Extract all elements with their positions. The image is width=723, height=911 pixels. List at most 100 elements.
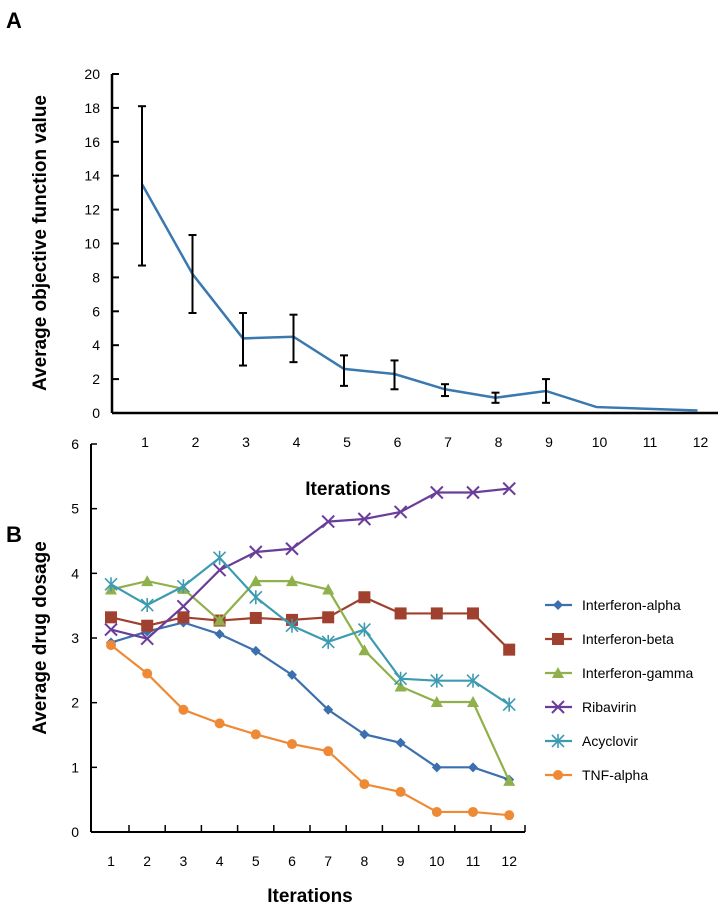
asterisk-marker <box>176 579 190 594</box>
triangle-marker <box>467 696 479 708</box>
y-tick-label: 12 <box>84 202 100 218</box>
y-tick-label: 1 <box>71 759 79 775</box>
square-marker <box>467 607 479 620</box>
series-line <box>110 644 510 817</box>
circle-marker <box>504 810 515 821</box>
series-acyclovir <box>104 550 516 712</box>
x-tick-label: 2 <box>143 853 151 869</box>
x-stroke <box>249 545 263 559</box>
circle-marker <box>323 746 334 757</box>
x-tick-label: 8 <box>495 434 503 450</box>
triangle-marker <box>430 696 443 708</box>
x-marker <box>140 631 154 646</box>
legend-item: Interferon-gamma <box>545 665 693 681</box>
asterisk-marker <box>140 598 154 613</box>
circle-marker <box>250 729 261 740</box>
circle-marker <box>395 786 406 797</box>
x-marker <box>466 485 480 500</box>
x-tick-label: 3 <box>180 853 188 869</box>
x-stroke <box>430 485 444 500</box>
legend-label: Acyclovir <box>582 733 638 749</box>
triangle-marker <box>286 575 298 587</box>
x-marker <box>321 514 335 529</box>
triangle-marker <box>358 644 371 656</box>
diamond-marker <box>431 762 442 773</box>
series-line <box>110 556 510 706</box>
series-line <box>110 579 511 782</box>
x-stroke <box>357 512 372 526</box>
y-tick-label: 16 <box>84 134 100 150</box>
x-tick-label: 12 <box>693 434 709 450</box>
x-marker <box>104 622 118 637</box>
diamond-marker <box>323 704 334 715</box>
x-axis-label-a: Iterations <box>305 479 391 500</box>
x-tick-label: 10 <box>592 434 608 450</box>
y-tick-label: 6 <box>92 303 100 319</box>
y-tick-label: 4 <box>71 565 79 581</box>
circle-marker <box>431 806 442 817</box>
y-tick-label: 10 <box>84 236 100 252</box>
x-tick-label: 5 <box>252 853 260 869</box>
x-marker <box>249 545 263 559</box>
y-tick-label: 0 <box>92 405 100 421</box>
series-line <box>140 183 698 412</box>
y-axis-label-b: Average drug dosage <box>30 541 51 735</box>
x-stroke <box>285 542 299 556</box>
square-marker <box>249 611 262 624</box>
x-marker <box>212 563 227 577</box>
y-tick-label: 18 <box>84 100 100 116</box>
x-tick-label: 10 <box>429 853 445 869</box>
asterisk-marker <box>285 618 299 633</box>
x-stroke <box>466 485 480 500</box>
legend-label: Interferon-beta <box>582 631 674 647</box>
triangle-marker <box>249 575 262 587</box>
x-tick-label: 1 <box>141 434 149 450</box>
x-stroke <box>393 505 408 519</box>
x-marker <box>285 542 299 556</box>
circle-marker <box>214 718 225 729</box>
circle-marker <box>178 704 189 715</box>
circle-marker <box>106 640 116 651</box>
diamond-marker <box>359 729 370 740</box>
x-tick-label: 1 <box>107 853 115 869</box>
x-tick-label: 12 <box>501 853 517 869</box>
x-stroke <box>104 622 118 637</box>
series-tnf-alpha <box>106 640 515 821</box>
x-axis-label-b: Iterations <box>267 886 353 907</box>
x-tick-label: 5 <box>343 434 351 450</box>
triangle-marker <box>552 667 564 678</box>
x-tick-label: 3 <box>242 434 250 450</box>
asterisk-marker <box>104 577 118 592</box>
y-tick-label: 4 <box>92 337 100 353</box>
x-marker <box>502 481 516 496</box>
legend-item: Interferon-beta <box>545 631 674 647</box>
asterisk-marker <box>321 634 335 649</box>
y-tick-label: 0 <box>71 824 79 840</box>
x-tick-label: 8 <box>361 853 369 869</box>
circle-marker <box>142 668 153 679</box>
legend-item: TNF-alpha <box>545 767 648 783</box>
square-marker <box>430 607 443 620</box>
diamond-marker <box>553 600 563 610</box>
legend-item: Interferon-alpha <box>545 597 681 613</box>
x-stroke <box>176 599 191 614</box>
diamond-marker <box>395 737 406 748</box>
asterisk-marker <box>430 673 444 688</box>
y-axis-label-a: Average objective function value <box>30 95 51 391</box>
x-tick-label: 6 <box>288 853 296 869</box>
legend-label: Interferon-alpha <box>582 597 681 613</box>
y-tick-label: 5 <box>71 501 79 517</box>
panel-a: A Iterations Average objective function … <box>6 8 718 500</box>
square-marker <box>552 633 564 645</box>
asterisk-marker <box>551 734 565 748</box>
legend-item: Ribavirin <box>545 699 636 715</box>
x-tick-label: 2 <box>192 434 200 450</box>
y-tick-label: 2 <box>71 695 79 711</box>
series-ribavirin <box>104 481 516 646</box>
square-marker <box>105 611 117 624</box>
x-stroke <box>140 631 154 646</box>
x-tick-label: 9 <box>545 434 553 450</box>
series-interferon-beta <box>105 591 516 656</box>
x-marker <box>357 512 372 526</box>
triangle-marker <box>322 583 335 595</box>
